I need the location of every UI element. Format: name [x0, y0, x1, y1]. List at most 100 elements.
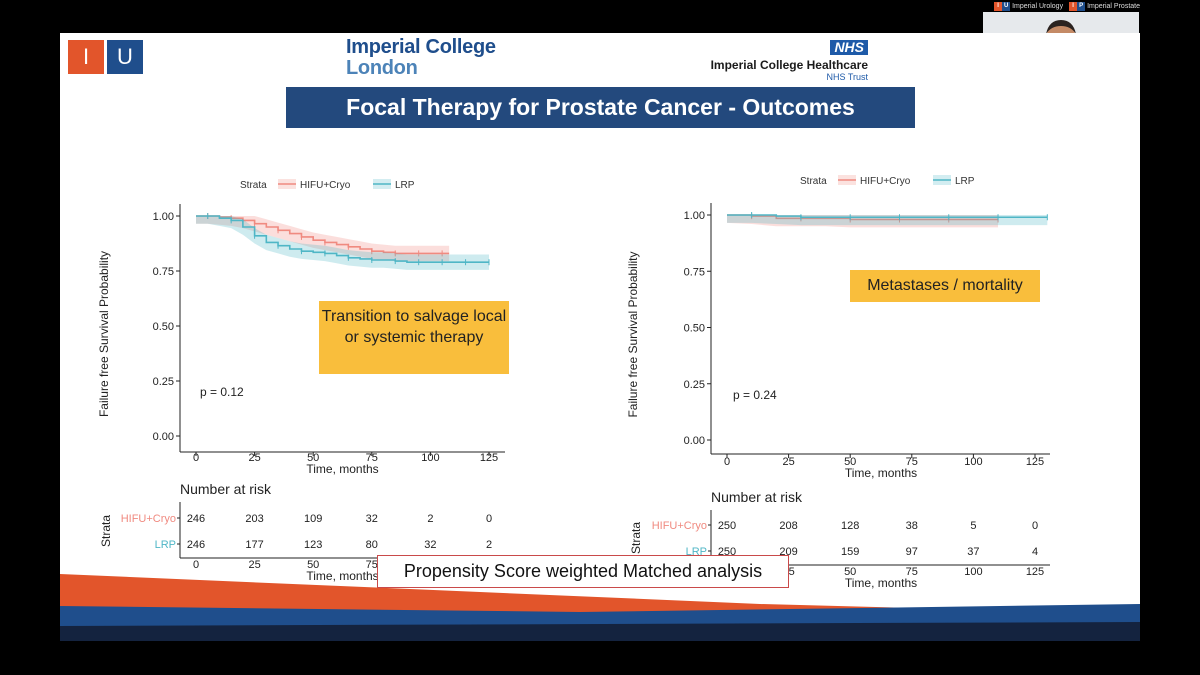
risk-x-axis-label: Time, months	[845, 576, 917, 590]
callout-left: Transition to salvage local or systemic …	[319, 301, 509, 374]
x-tick-label: 100	[964, 456, 982, 468]
legend-title: Strata	[240, 180, 267, 191]
imperial-college-logo: Imperial College London	[346, 37, 496, 79]
risk-value: 32	[424, 539, 436, 551]
x-tick-label: 0	[724, 456, 730, 468]
x-tick-label: 50	[307, 452, 319, 464]
x-tick-label: 0	[193, 452, 199, 464]
legend-label: HIFU+Cryo	[860, 176, 911, 187]
slide-footer-decoration	[60, 574, 1140, 641]
y-tick-label: 0.75	[684, 266, 705, 278]
callout-left-text: Transition to salvage local or systemic …	[321, 308, 507, 346]
risk-x-tick-label: 125	[1026, 566, 1044, 578]
risk-x-tick-label: 25	[248, 559, 260, 571]
x-tick-label: 50	[844, 456, 856, 468]
nhs-trust-logo: NHS Imperial College Healthcare NHS Trus…	[711, 39, 868, 82]
risk-value: 32	[366, 513, 378, 525]
risk-value: 109	[304, 513, 322, 525]
x-tick-label: 125	[1026, 456, 1044, 468]
risk-x-axis-label: Time, months	[306, 569, 378, 583]
x-axis-label: Time, months	[306, 462, 378, 476]
risk-x-tick-label: 75	[906, 566, 918, 578]
risk-x-tick-label: 50	[844, 566, 856, 578]
risk-value: 159	[841, 546, 859, 558]
imperial-urology-logo: I U	[68, 40, 143, 74]
risk-x-tick-label: 100	[964, 566, 982, 578]
y-tick-label: 0.75	[153, 266, 174, 278]
p-value: p = 0.12	[200, 385, 244, 399]
x-tick-label: 125	[480, 452, 498, 464]
p-value: p = 0.24	[733, 388, 777, 402]
x-tick-label: 75	[906, 456, 918, 468]
logo-letter-i: I	[68, 40, 104, 74]
nhs-trust-label: NHS Trust	[826, 72, 868, 82]
y-tick-label: 1.00	[684, 210, 705, 222]
legend-label: LRP	[955, 176, 975, 187]
risk-value: 5	[970, 520, 976, 532]
x-tick-label: 75	[366, 452, 378, 464]
risk-x-tick-label: 75	[366, 559, 378, 571]
confidence-band	[196, 216, 489, 270]
risk-row-label: HIFU+Cryo	[652, 520, 707, 532]
risk-value: 2	[486, 539, 492, 551]
y-axis-label: Failure free Survival Probability	[97, 251, 111, 417]
y-axis-label: Failure free Survival Probability	[626, 251, 640, 417]
confidence-band	[196, 216, 450, 262]
risk-value: 38	[906, 520, 918, 532]
legend-title: Strata	[800, 176, 827, 187]
risk-value: 246	[187, 513, 205, 525]
risk-value: 37	[967, 546, 979, 558]
risk-value: 208	[779, 520, 797, 532]
x-tick-label: 25	[248, 452, 260, 464]
survival-curve	[727, 214, 1048, 219]
risk-value: 203	[245, 513, 263, 525]
risk-value: 123	[304, 539, 322, 551]
college-line1: Imperial College	[346, 36, 496, 58]
slide-title: Focal Therapy for Prostate Cancer - Outc…	[286, 87, 915, 128]
risk-value: 0	[486, 513, 492, 525]
risk-value: 2	[427, 513, 433, 525]
risk-x-tick-label: 0	[193, 559, 199, 571]
risk-strata-label: Strata	[629, 522, 643, 554]
tab-label: Imperial Prostate	[1087, 2, 1140, 10]
x-tick-label: 25	[782, 456, 794, 468]
x-axis-label: Time, months	[845, 466, 917, 480]
risk-value: 246	[187, 539, 205, 551]
risk-table-title: Number at risk	[180, 481, 272, 497]
risk-value: 97	[906, 546, 918, 558]
risk-table-title: Number at risk	[711, 489, 803, 505]
legend-label: LRP	[395, 180, 415, 191]
nhs-name: Imperial College Healthcare	[710, 58, 868, 72]
y-tick-label: 0.50	[684, 323, 705, 335]
risk-row-label: HIFU+Cryo	[121, 513, 176, 525]
risk-x-tick-label: 50	[307, 559, 319, 571]
survival-curve	[196, 215, 450, 255]
y-tick-label: 0.25	[684, 379, 705, 391]
risk-value: 0	[1032, 520, 1038, 532]
y-tick-label: 0.00	[153, 431, 174, 443]
college-line2: London	[346, 57, 418, 79]
logo-letter-u: U	[107, 40, 143, 74]
y-tick-label: 0.00	[684, 435, 705, 447]
y-tick-label: 0.25	[153, 376, 174, 388]
y-tick-label: 0.50	[153, 321, 174, 333]
y-tick-label: 1.00	[153, 211, 174, 223]
nhs-badge: NHS	[830, 40, 868, 55]
risk-value: 80	[366, 539, 378, 551]
legend-label: HIFU+Cryo	[300, 180, 351, 191]
x-tick-label: 100	[421, 452, 439, 464]
risk-value: 4	[1032, 546, 1038, 558]
presentation-slide: I U Imperial College London NHS Imperial…	[60, 33, 1140, 641]
risk-row-label: LRP	[155, 539, 176, 551]
risk-strata-label: Strata	[99, 515, 113, 547]
analysis-caption: Propensity Score weighted Matched analys…	[377, 555, 789, 588]
risk-value: 177	[245, 539, 263, 551]
risk-value: 250	[718, 520, 736, 532]
tab-label: Imperial Urology	[1012, 2, 1064, 10]
callout-right: Metastases / mortality	[850, 270, 1040, 302]
